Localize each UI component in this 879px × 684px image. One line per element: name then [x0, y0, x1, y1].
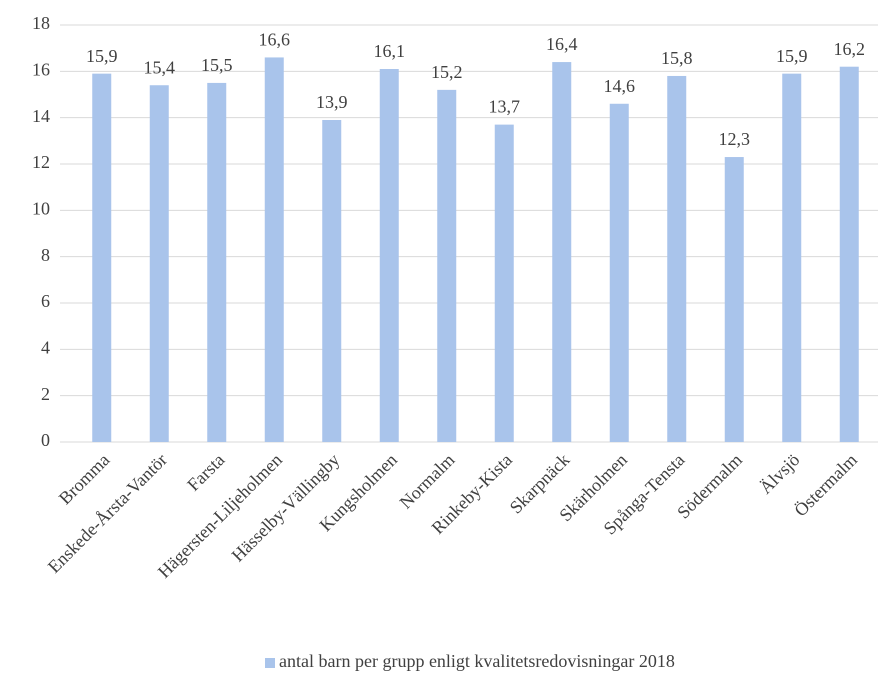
data-label: 15,2	[431, 62, 463, 82]
y-tick-label: 6	[41, 291, 50, 311]
y-tick-label: 14	[32, 106, 50, 126]
data-label: 15,8	[661, 48, 693, 68]
y-tick-label: 10	[32, 198, 50, 218]
data-label: 16,1	[374, 41, 406, 61]
y-tick-label: 12	[32, 152, 50, 172]
data-label: 15,9	[86, 46, 118, 66]
y-tick-label: 8	[41, 245, 50, 265]
bar	[92, 73, 112, 443]
data-label: 12,3	[719, 129, 751, 149]
data-label: 16,6	[259, 30, 291, 50]
data-label: 16,4	[546, 34, 578, 54]
bar	[609, 103, 629, 443]
x-tick-label: Hässelby-Vällingby	[228, 450, 344, 566]
x-tick-label: Östermalm	[790, 450, 861, 521]
bar	[724, 157, 744, 443]
data-label: 13,9	[316, 92, 348, 112]
y-tick-label: 16	[32, 59, 50, 79]
bar	[667, 75, 687, 442]
y-tick-label: 2	[41, 384, 50, 404]
y-tick-label: 0	[41, 430, 50, 450]
data-label: 15,4	[144, 57, 176, 77]
data-label: 15,5	[201, 55, 233, 75]
y-tick-label: 4	[41, 337, 50, 357]
data-label: 15,9	[776, 46, 808, 66]
x-tick-label: Farsta	[183, 450, 228, 495]
data-label: 16,2	[834, 39, 866, 59]
bar	[149, 85, 169, 442]
bar	[494, 124, 514, 442]
y-tick-label: 18	[32, 13, 50, 33]
bar	[437, 89, 457, 442]
legend-swatch	[265, 658, 275, 668]
bar	[264, 57, 284, 442]
bar	[782, 73, 802, 443]
bar	[379, 69, 399, 443]
data-label: 13,7	[489, 97, 521, 117]
legend-label: antal barn per grupp enligt kvalitetsred…	[279, 651, 675, 671]
x-tick-label: Älvsjö	[755, 450, 803, 498]
data-label: 14,6	[604, 76, 636, 96]
bar	[552, 62, 572, 443]
bar	[839, 66, 859, 442]
x-tick-label: Bromma	[55, 450, 114, 509]
bar	[207, 82, 227, 443]
bar	[322, 119, 342, 442]
